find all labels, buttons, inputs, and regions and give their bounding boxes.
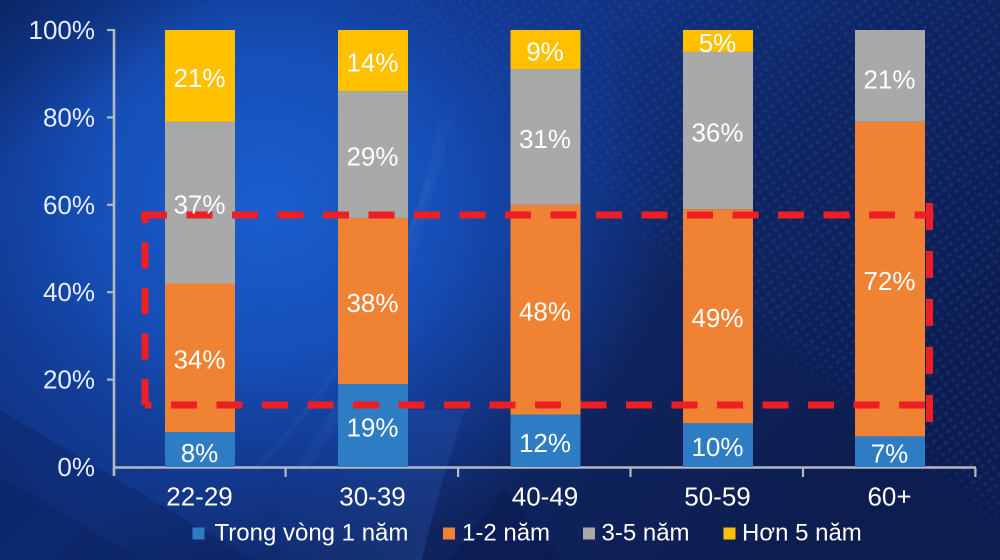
svg-text:50-59: 50-59 — [684, 482, 751, 512]
svg-text:48%: 48% — [519, 297, 571, 327]
svg-text:60+: 60+ — [867, 482, 911, 512]
svg-text:10%: 10% — [691, 432, 743, 462]
svg-text:3-5 năm: 3-5 năm — [602, 520, 690, 547]
svg-text:31%: 31% — [519, 124, 571, 154]
svg-text:34%: 34% — [173, 345, 225, 375]
svg-text:72%: 72% — [863, 266, 915, 296]
svg-text:21%: 21% — [173, 63, 225, 93]
svg-text:7%: 7% — [871, 439, 909, 469]
svg-text:22-29: 22-29 — [166, 482, 233, 512]
svg-text:36%: 36% — [691, 118, 743, 148]
svg-text:37%: 37% — [173, 190, 225, 220]
svg-text:9%: 9% — [526, 37, 564, 67]
svg-text:60%: 60% — [43, 190, 95, 220]
svg-text:20%: 20% — [43, 365, 95, 395]
svg-text:8%: 8% — [181, 438, 219, 468]
svg-text:21%: 21% — [863, 65, 915, 95]
svg-text:30-39: 30-39 — [339, 482, 406, 512]
svg-text:49%: 49% — [691, 303, 743, 333]
svg-text:29%: 29% — [346, 142, 398, 172]
svg-text:100%: 100% — [29, 15, 96, 45]
svg-text:40%: 40% — [43, 277, 95, 307]
svg-text:0%: 0% — [57, 452, 95, 482]
svg-text:19%: 19% — [346, 413, 398, 443]
svg-text:12%: 12% — [519, 428, 571, 458]
svg-text:40-49: 40-49 — [512, 482, 579, 512]
svg-text:Trong vòng 1 năm: Trong vòng 1 năm — [215, 520, 409, 547]
svg-text:38%: 38% — [346, 288, 398, 318]
svg-text:14%: 14% — [346, 48, 398, 78]
svg-text:1-2 năm: 1-2 năm — [462, 520, 550, 547]
svg-text:5%: 5% — [699, 28, 737, 58]
svg-text:Hơn 5 năm: Hơn 5 năm — [742, 520, 862, 547]
svg-text:80%: 80% — [43, 102, 95, 132]
